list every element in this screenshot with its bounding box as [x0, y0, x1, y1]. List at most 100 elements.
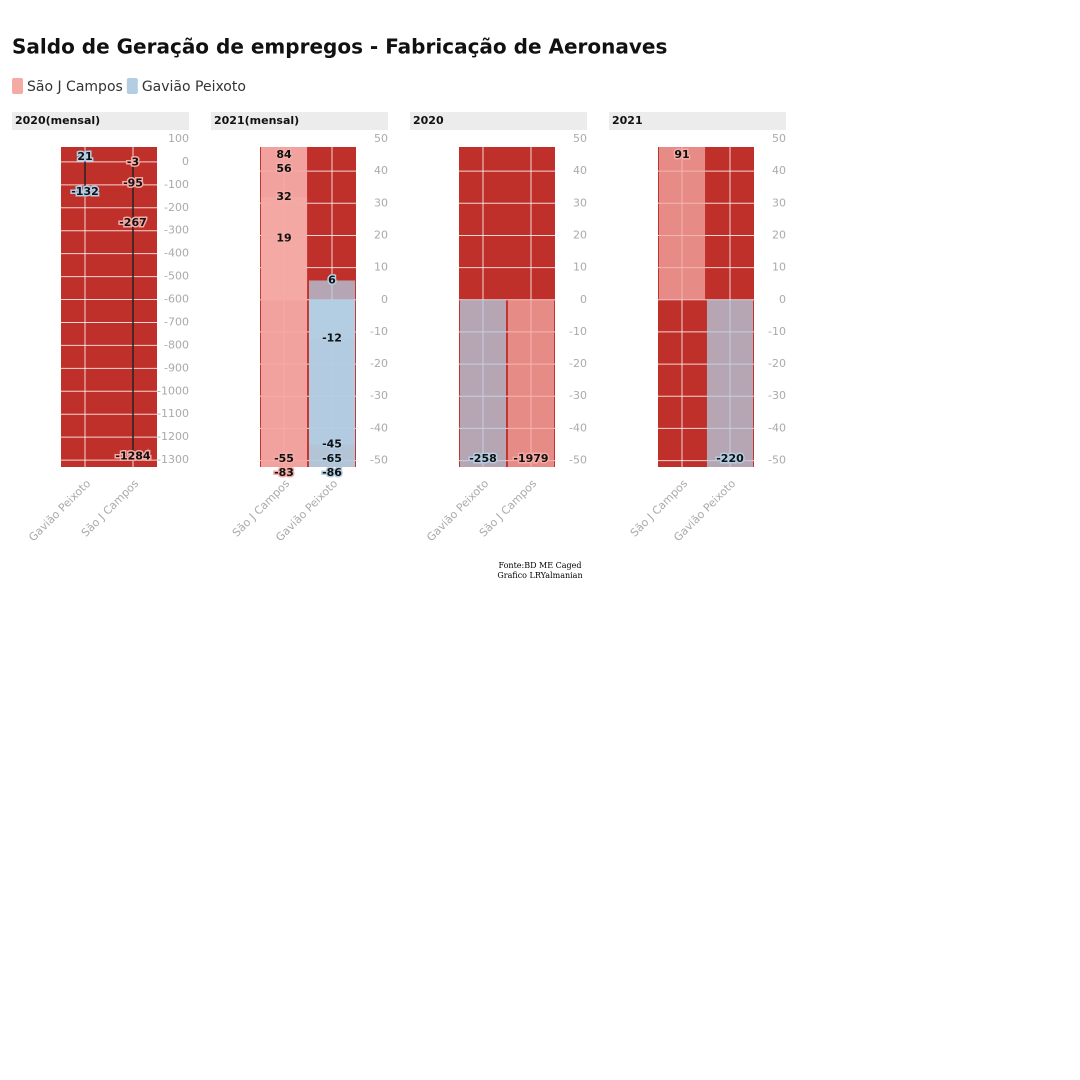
- point: [129, 180, 137, 188]
- y-tick-label: 40: [374, 164, 388, 177]
- y-tick-label: -20: [569, 357, 587, 370]
- facet-header: [609, 112, 786, 130]
- data-label: -12: [322, 331, 342, 344]
- bar: [260, 238, 308, 300]
- y-tick-label: -500: [164, 270, 189, 283]
- data-label: 32: [276, 190, 291, 203]
- facet-title: 2021(mensal): [214, 114, 299, 127]
- y-tick-label: -30: [768, 389, 786, 402]
- y-tick-label: 20: [573, 228, 587, 241]
- source: Grafico LRYalmanian: [497, 571, 582, 580]
- y-tick-label: 30: [573, 196, 587, 209]
- y-tick-label: 100: [168, 132, 189, 145]
- legend-swatch: [126, 78, 138, 94]
- y-tick-label: -30: [370, 389, 388, 402]
- data-label: -55: [274, 452, 294, 465]
- legend-label: São J Campos: [27, 79, 123, 95]
- data-label: -1284: [115, 449, 151, 462]
- point: [129, 219, 137, 227]
- data-label: -45: [322, 437, 342, 450]
- data-label: -258: [469, 452, 497, 465]
- y-tick-label: -600: [164, 293, 189, 306]
- y-tick-label: 10: [772, 261, 786, 274]
- y-tick-label: -1200: [157, 430, 189, 443]
- y-tick-label: -900: [164, 361, 189, 374]
- point: [129, 452, 137, 460]
- data-label: 19: [276, 232, 291, 245]
- y-tick-label: -10: [768, 325, 786, 338]
- plot: [81, 153, 137, 460]
- y-tick-label: 20: [772, 228, 786, 241]
- y-tick-label: 10: [374, 261, 388, 274]
- y-tick-label: -40: [370, 421, 388, 434]
- data-label: 56: [276, 162, 292, 175]
- bar: [308, 280, 356, 300]
- y-tick-label: -100: [164, 178, 189, 191]
- y-tick-label: -50: [768, 454, 786, 467]
- data-label: -86: [322, 466, 342, 479]
- data-label: 91: [674, 148, 689, 161]
- y-tick-label: -700: [164, 315, 189, 328]
- data-label: -83: [274, 466, 294, 479]
- data-label: 6: [328, 273, 336, 286]
- y-tick-label: -10: [370, 325, 388, 338]
- y-tick-label: 0: [779, 293, 786, 306]
- data-label: -95: [123, 177, 143, 190]
- y-tick-label: 40: [772, 164, 786, 177]
- bar: [459, 299, 507, 467]
- y-tick-label: 0: [182, 155, 189, 168]
- point: [129, 159, 137, 167]
- y-tick-label: -30: [569, 389, 587, 402]
- y-tick-label: 10: [573, 261, 587, 274]
- data-label: -3: [127, 156, 139, 169]
- y-tick-label: 30: [772, 196, 786, 209]
- source: Fonte:BD ME Caged: [498, 561, 581, 570]
- y-tick-label: 50: [374, 132, 388, 145]
- y-tick-label: -300: [164, 224, 189, 237]
- y-tick-label: -1000: [157, 384, 189, 397]
- point: [81, 153, 89, 161]
- y-tick-label: -1100: [157, 407, 189, 420]
- y-tick-label: -20: [370, 357, 388, 370]
- facet-header: [12, 112, 189, 130]
- facet-header: [410, 112, 587, 130]
- y-tick-label: -50: [569, 454, 587, 467]
- panel-background: [61, 147, 157, 467]
- y-tick-label: -20: [768, 357, 786, 370]
- y-tick-label: 40: [573, 164, 587, 177]
- y-tick-label: 30: [374, 196, 388, 209]
- legend-label: Gavião Peixoto: [142, 79, 246, 95]
- y-tick-label: -1300: [157, 453, 189, 466]
- bar: [706, 299, 754, 467]
- plot: [658, 147, 754, 467]
- y-tick-label: -10: [569, 325, 587, 338]
- plot: [459, 299, 555, 467]
- chart-title: Saldo de Geração de empregos - Fabricaçã…: [12, 35, 667, 59]
- y-tick-label: 50: [573, 132, 587, 145]
- data-label: 21: [77, 150, 92, 163]
- legend-swatch: [12, 78, 23, 94]
- y-tick-label: 20: [374, 228, 388, 241]
- y-tick-label: 0: [580, 293, 587, 306]
- y-tick-label: -200: [164, 201, 189, 214]
- data-label: -65: [322, 452, 342, 465]
- data-label: 84: [276, 148, 292, 161]
- y-tick-label: 0: [381, 293, 388, 306]
- data-label: -220: [716, 452, 744, 465]
- bar: [260, 299, 308, 467]
- y-tick-label: -40: [768, 421, 786, 434]
- point: [81, 188, 89, 196]
- bar: [507, 299, 555, 467]
- y-tick-label: -400: [164, 247, 189, 260]
- y-tick-label: -800: [164, 338, 189, 351]
- facet-title: 2020(mensal): [15, 114, 100, 127]
- bar: [658, 147, 706, 300]
- facet-title: 2020: [413, 114, 444, 127]
- bar: [308, 299, 356, 467]
- facet-header: [211, 112, 388, 130]
- y-tick-label: -50: [370, 454, 388, 467]
- data-label: -267: [119, 216, 147, 229]
- data-label: -1979: [513, 452, 548, 465]
- data-label: -132: [71, 185, 99, 198]
